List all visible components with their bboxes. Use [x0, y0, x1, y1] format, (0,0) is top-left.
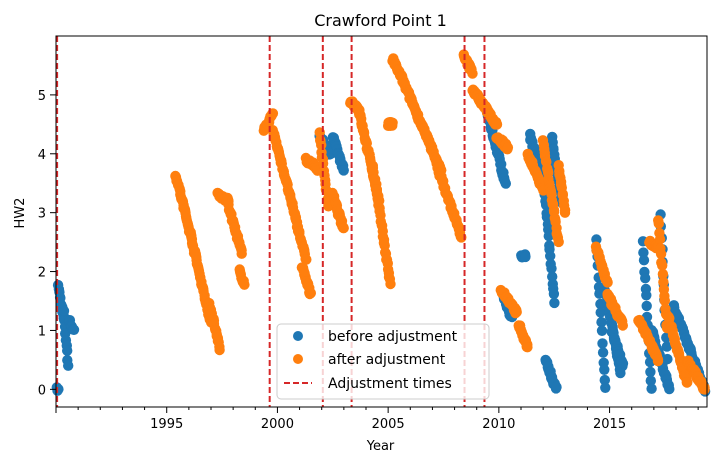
legend-label-before: before adjustment	[328, 329, 458, 345]
legend-label-adjustment: Adjustment times	[328, 376, 452, 392]
before-adjustment-point	[545, 250, 556, 262]
before-adjustment-point	[617, 358, 629, 369]
y-tick-label: 5	[38, 89, 46, 104]
after-adjustment-point	[657, 260, 668, 271]
x-tick-label: 2000	[261, 417, 294, 432]
x-tick-label: 2005	[372, 417, 405, 432]
before-adjustment-point	[68, 324, 80, 335]
after-adjustment-point	[657, 268, 669, 280]
before-adjustment-point	[641, 290, 652, 301]
before-adjustment-point	[551, 381, 562, 393]
after-adjustment-point	[214, 344, 225, 356]
after-adjustment-point	[511, 306, 522, 318]
x-tick-label: 1995	[150, 417, 183, 432]
before-adjustment-point	[61, 345, 73, 356]
after-adjustment-point	[385, 278, 396, 290]
before-adjustment-point	[599, 364, 610, 375]
after-adjustment-point	[652, 354, 664, 365]
before-adjustment-point	[641, 300, 652, 312]
before-adjustment-point	[638, 247, 649, 258]
before-adjustment-point	[600, 382, 611, 393]
before-adjustment-point	[548, 288, 560, 300]
y-axis-label: HW2	[13, 198, 28, 229]
after-adjustment-point	[602, 277, 613, 288]
after-adjustment-point	[301, 254, 312, 265]
after-adjustment-point	[491, 119, 503, 130]
before-adjustment-point	[595, 307, 606, 318]
before-adjustment-point	[646, 383, 657, 394]
before-adjustment-point	[597, 347, 609, 358]
before-adjustment-point	[597, 338, 608, 349]
before-adjustment-point	[546, 263, 557, 274]
before-adjustment-point	[661, 341, 673, 352]
after-adjustment-point	[236, 248, 247, 259]
legend-label-after: after adjustment	[328, 352, 446, 368]
legend-marker-before	[293, 331, 303, 341]
before-adjustment-point	[596, 325, 608, 336]
after-adjustment-point	[467, 68, 478, 79]
after-adjustment-point	[553, 236, 564, 248]
before-adjustment-point	[62, 360, 74, 371]
legend: before adjustment after adjustment Adjus…	[276, 323, 490, 400]
before-adjustment-point	[645, 375, 656, 386]
plot-area	[51, 36, 711, 407]
before-adjustment-point	[338, 165, 349, 176]
before-adjustment-point	[596, 317, 607, 328]
x-tick-label: 2010	[482, 417, 515, 432]
after-adjustment-point	[654, 234, 666, 245]
before-adjustment-point	[640, 273, 651, 284]
after-adjustment-point	[617, 320, 628, 331]
after-adjustment-point	[655, 248, 667, 260]
after-adjustment-point	[682, 377, 693, 388]
y-tick-label: 3	[38, 207, 46, 222]
y-tick-label: 2	[38, 266, 46, 281]
before-adjustment-point	[662, 353, 673, 365]
after-adjustment-point	[305, 287, 316, 299]
before-adjustment-point	[549, 297, 560, 309]
before-adjustment-point	[599, 374, 610, 386]
after-adjustment-series	[170, 49, 710, 395]
before-adjustment-point	[500, 178, 511, 189]
before-adjustment-point	[543, 230, 554, 242]
legend-marker-after	[293, 354, 303, 364]
x-tick-label: 2015	[593, 417, 626, 432]
before-adjustment-point	[645, 366, 656, 378]
plot-frame	[55, 35, 708, 408]
chart-title: Crawford Point 1	[314, 11, 447, 30]
after-adjustment-point	[559, 207, 571, 218]
before-adjustment-point	[520, 251, 531, 263]
before-adjustment-point	[664, 383, 675, 395]
y-tick-label: 1	[38, 324, 46, 339]
legend-box	[276, 323, 490, 400]
after-adjustment-point	[522, 342, 533, 353]
after-adjustment-point	[338, 222, 349, 234]
before-adjustment-point	[58, 305, 70, 317]
after-adjustment-point	[502, 142, 514, 153]
before-adjustment-point	[638, 255, 650, 266]
after-adjustment-point	[239, 279, 250, 290]
x-axis-label: Year	[366, 439, 395, 454]
after-adjustment-point	[699, 384, 710, 395]
axes: 1995 2000 2005 2010 2015 0 1 2 3 4 5	[38, 35, 708, 432]
y-tick-label: 0	[38, 383, 46, 398]
after-adjustment-point	[653, 218, 664, 229]
after-adjustment-point	[387, 117, 398, 128]
y-tick-label: 4	[38, 148, 46, 163]
after-adjustment-point	[659, 295, 670, 306]
